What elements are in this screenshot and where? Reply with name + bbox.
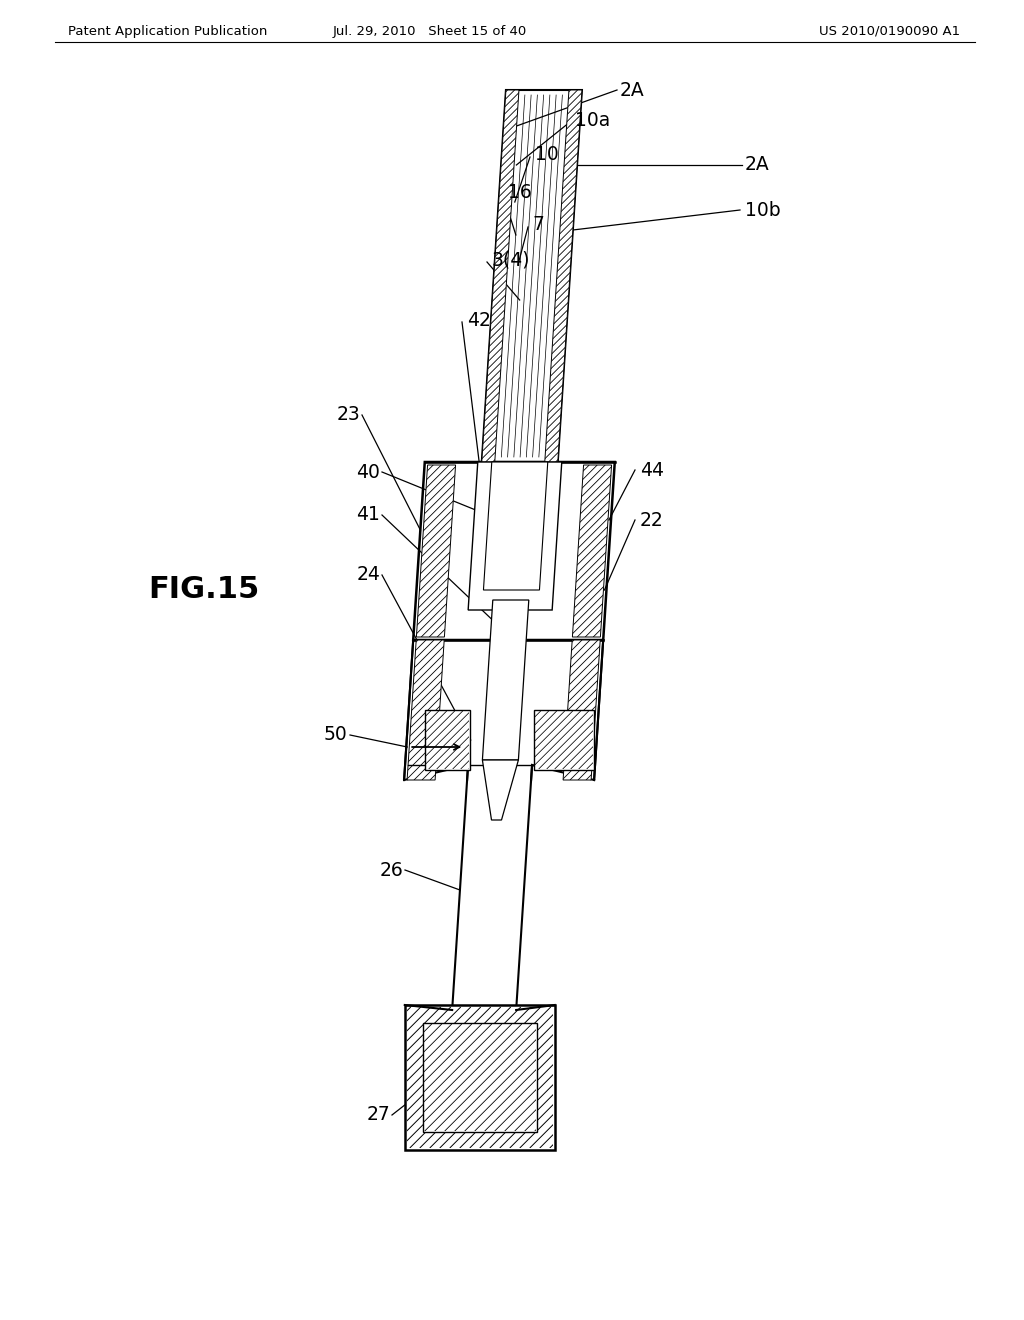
Polygon shape [481,90,519,462]
Bar [404,1005,555,1150]
Text: 23: 23 [336,405,360,425]
Text: 16: 16 [508,182,531,202]
Polygon shape [408,640,444,780]
Polygon shape [483,462,548,590]
Polygon shape [545,90,582,462]
Polygon shape [482,760,518,820]
Polygon shape [414,462,614,640]
Text: 40: 40 [356,462,380,482]
Text: 42: 42 [467,310,490,330]
Text: FIG.15: FIG.15 [148,576,259,605]
Text: 2A: 2A [745,156,770,174]
Text: 10: 10 [535,145,559,165]
Polygon shape [468,462,562,610]
Text: 7: 7 [534,215,545,235]
Text: 22: 22 [640,511,664,529]
Text: 27: 27 [367,1106,390,1125]
Text: 44: 44 [640,461,664,479]
Text: 10a: 10a [575,111,610,129]
Text: 24: 24 [356,565,380,585]
Text: 3(4): 3(4) [492,251,530,269]
Text: 10b: 10b [745,201,780,219]
Text: 41: 41 [356,506,380,524]
Text: 50: 50 [324,726,347,744]
Text: Patent Application Publication: Patent Application Publication [68,25,267,38]
Bar [423,1023,537,1133]
Polygon shape [563,640,600,780]
Bar [534,710,594,770]
Bar [425,710,470,770]
Polygon shape [482,601,528,760]
Text: 26: 26 [379,861,403,879]
Text: 2A: 2A [620,81,645,99]
Polygon shape [572,465,611,638]
Polygon shape [417,465,456,638]
Text: US 2010/0190090 A1: US 2010/0190090 A1 [819,25,961,38]
Polygon shape [481,90,582,462]
Text: Jul. 29, 2010   Sheet 15 of 40: Jul. 29, 2010 Sheet 15 of 40 [333,25,527,38]
